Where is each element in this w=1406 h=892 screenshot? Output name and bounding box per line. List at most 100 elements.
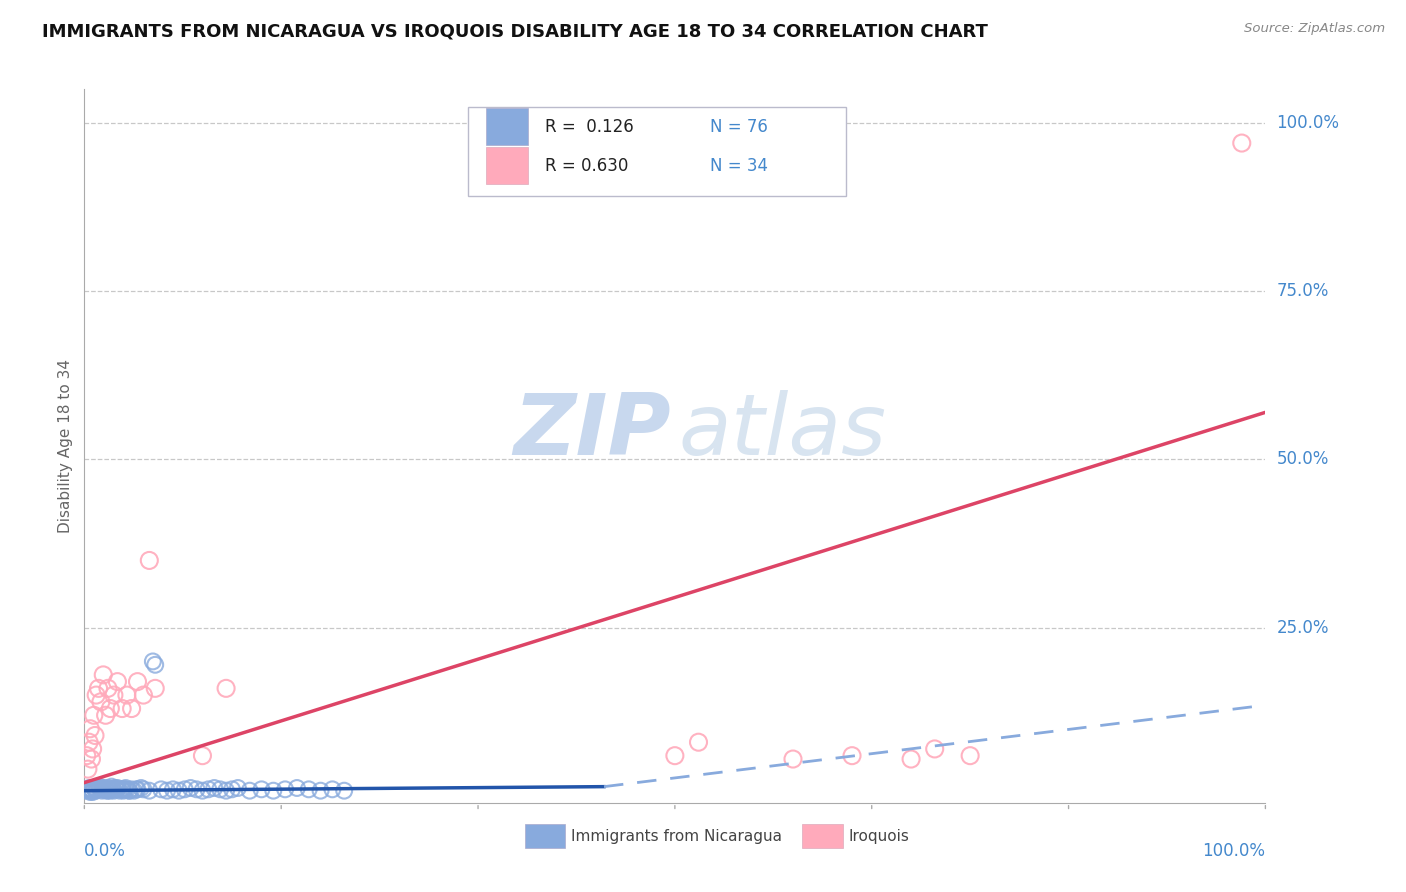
Point (114, 782, 136, 797)
Point (103, 688, 125, 702)
Text: 25.0%: 25.0% (1277, 619, 1329, 637)
Text: Immigrants from Nicaragua: Immigrants from Nicaragua (571, 829, 782, 844)
Point (98, 782, 121, 797)
Point (111, 782, 134, 797)
Text: R = 0.630: R = 0.630 (546, 157, 628, 175)
Point (924, 742, 946, 756)
Point (93, 780, 115, 795)
Point (80, 752, 103, 766)
Point (1230, 136, 1253, 150)
Point (77, 762, 100, 776)
Point (239, 783, 262, 797)
Point (215, 783, 238, 797)
Point (250, 782, 273, 797)
Point (97, 681, 120, 696)
Point (76, 748, 98, 763)
Point (87, 780, 110, 795)
Text: R =  0.126: R = 0.126 (546, 118, 634, 136)
Point (118, 783, 141, 797)
Point (197, 782, 219, 797)
Point (143, 657, 166, 672)
Point (115, 782, 138, 797)
Point (111, 782, 134, 797)
Point (122, 783, 145, 797)
Point (77, 782, 100, 797)
Point (90, 695, 112, 709)
Text: N = 76: N = 76 (710, 118, 768, 136)
Text: Iroquois: Iroquois (848, 829, 910, 844)
Point (91, 668, 114, 682)
Text: ZIP: ZIP (513, 390, 671, 474)
Point (186, 782, 208, 797)
FancyBboxPatch shape (468, 107, 846, 196)
Point (105, 782, 128, 797)
Point (76, 783, 98, 797)
Point (129, 780, 152, 795)
Point (89, 780, 111, 794)
Text: N = 34: N = 34 (710, 157, 768, 175)
Point (127, 674, 149, 689)
Point (138, 553, 160, 567)
Point (143, 681, 166, 696)
Point (111, 701, 134, 715)
Point (80, 782, 103, 797)
Point (77, 780, 100, 795)
Point (107, 780, 129, 795)
Point (86, 782, 108, 797)
Point (191, 748, 214, 763)
Point (142, 655, 165, 669)
Point (79, 722, 101, 736)
Point (114, 780, 136, 795)
Point (285, 780, 308, 795)
Point (167, 783, 190, 797)
Point (215, 681, 238, 696)
Point (84, 783, 107, 797)
Point (84, 688, 107, 702)
Text: 100.0%: 100.0% (1202, 842, 1265, 860)
Text: atlas: atlas (679, 390, 886, 474)
Text: 50.0%: 50.0% (1277, 450, 1329, 468)
Point (782, 752, 804, 766)
Point (84, 782, 107, 797)
Point (688, 735, 710, 749)
Point (321, 782, 343, 797)
Point (150, 782, 173, 797)
Point (91, 782, 114, 797)
Point (298, 782, 321, 797)
Point (79, 785, 101, 799)
Point (91, 783, 114, 797)
Point (84, 729, 107, 743)
Point (103, 783, 125, 797)
FancyBboxPatch shape (486, 147, 529, 185)
Point (104, 780, 127, 795)
Point (121, 782, 143, 797)
Point (107, 782, 129, 797)
Point (108, 783, 131, 797)
Point (77, 735, 100, 749)
Point (333, 783, 356, 797)
Point (202, 780, 225, 795)
Point (82, 785, 104, 799)
Point (226, 780, 249, 795)
Point (221, 782, 243, 797)
Point (125, 782, 148, 797)
Point (83, 708, 105, 723)
Y-axis label: Disability Age 18 to 34: Disability Age 18 to 34 (58, 359, 73, 533)
Point (959, 748, 981, 763)
Point (91, 782, 114, 797)
Point (82, 783, 104, 797)
Point (94, 708, 117, 723)
Point (87, 681, 110, 696)
Point (132, 782, 155, 797)
Point (101, 782, 124, 797)
Point (274, 782, 297, 797)
Point (209, 782, 232, 797)
Point (94, 782, 117, 797)
Point (156, 783, 179, 797)
Point (98, 701, 121, 715)
Point (121, 701, 143, 715)
Point (97, 780, 120, 795)
FancyBboxPatch shape (486, 108, 529, 145)
Text: Source: ZipAtlas.com: Source: ZipAtlas.com (1244, 22, 1385, 36)
Point (101, 782, 124, 797)
